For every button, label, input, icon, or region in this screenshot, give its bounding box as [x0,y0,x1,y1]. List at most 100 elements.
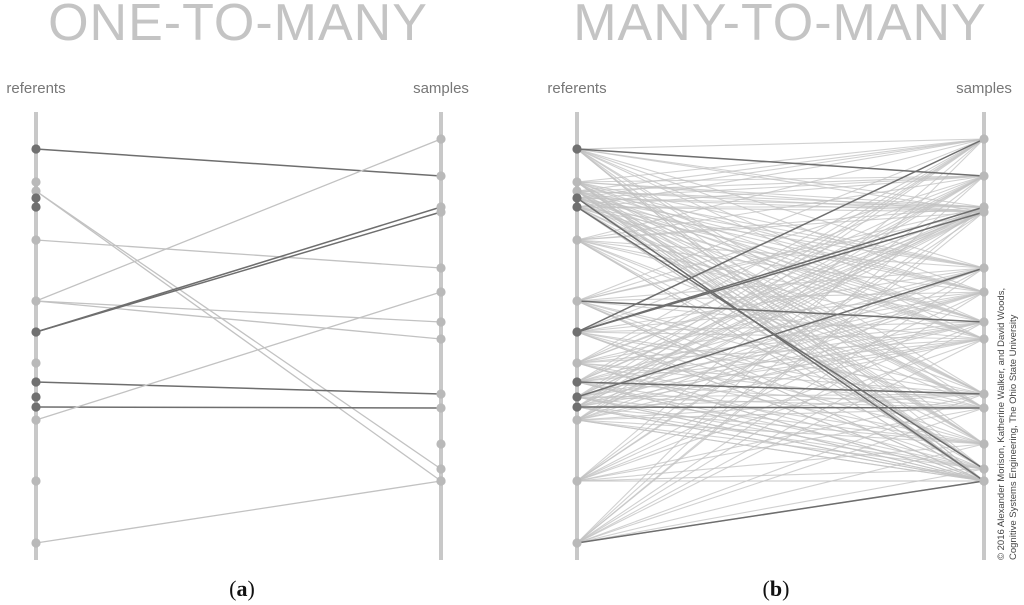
link-b-dark-0 [576,148,985,177]
referent-dot-b-10 [572,392,582,402]
link-b-4-0 [576,138,985,208]
link-b-6-8 [576,300,985,395]
link-b-11-8 [576,393,985,408]
link-b-5-8 [576,239,985,395]
link-b-dark-8 [576,480,985,544]
link-a-7 [35,206,442,333]
sample-dot-b-4 [979,263,989,273]
link-b-13-2 [576,206,985,482]
referent-dot-a-12 [31,415,41,425]
title-one-to-many: ONE-TO-MANY [48,0,428,52]
link-b-14-2 [576,206,985,544]
sample-dot-b-7 [979,334,989,344]
link-b-1-2 [576,181,985,208]
link-b-9-6 [576,321,985,383]
link-b-7-8 [576,331,985,395]
sample-dot-b-11 [979,464,989,474]
referent-dot-b-3 [572,193,582,203]
referent-dot-a-2 [31,186,41,196]
link-b-8-0 [576,138,985,364]
link-b-10-1 [576,175,985,398]
link-b-12-0 [576,138,985,421]
caption-a: (a) [229,576,255,601]
link-b-14-8 [576,393,985,544]
sample-dot-a-9 [436,403,446,413]
referent-dot-a-10 [31,392,41,402]
link-b-14-4 [576,267,985,544]
link-b-5-6 [576,239,985,323]
panel-b-links [576,138,985,544]
referent-dot-b-12 [572,415,582,425]
sample-dot-a-3 [436,207,446,217]
link-b-14-6 [576,321,985,544]
link-b-3-0 [576,138,985,199]
referent-dot-a-14 [31,538,41,548]
link-b-1-0 [576,138,985,183]
sample-dot-b-13 [979,476,989,486]
referent-dot-b-6 [572,296,582,306]
link-a-0 [35,148,442,177]
sample-dot-a-8 [436,389,446,399]
link-b-13-0 [576,138,985,482]
link-b-13-9 [576,407,985,482]
link-b-14-5 [576,291,985,544]
link-b-8-2 [576,206,985,364]
referent-dot-a-7 [31,327,41,337]
link-b-6-7 [576,300,985,340]
referent-dot-b-4 [572,202,582,212]
link-b-5-9 [576,239,985,409]
link-b-5-7 [576,239,985,340]
link-b-dark-4 [576,211,985,333]
link-b-3-5 [576,197,985,293]
link-b-3-2 [576,197,985,208]
credit-block: © 2016 Alexander Morison, Katherine Walk… [996,288,1019,560]
referent-dot-b-11 [572,402,582,412]
link-b-6-0 [576,138,985,302]
sample-dot-a-5 [436,287,446,297]
link-b-11-10 [576,406,985,445]
referent-dot-b-9 [572,377,582,387]
sample-dot-b-1 [979,171,989,181]
referent-dot-b-14 [572,538,582,548]
link-b-11-1 [576,175,985,408]
link-b-13-5 [576,291,985,482]
title-many-to-many: MANY-TO-MANY [573,0,987,52]
sample-dot-b-9 [979,403,989,413]
link-b-2-4 [576,190,985,269]
link-b-13-10 [576,443,985,482]
link-b-14-3 [576,211,985,544]
sample-dot-a-1 [436,171,446,181]
referent-dot-b-5 [572,235,582,245]
link-b-11-5 [576,291,985,408]
sample-dot-b-8 [979,389,989,399]
link-b-14-1 [576,175,985,544]
sample-dot-b-6 [979,317,989,327]
link-b-1-1 [576,175,985,183]
label-samples-b: samples [956,80,1012,97]
link-a-2 [35,190,442,470]
referent-dot-a-6 [31,296,41,306]
link-b-14-9 [576,407,985,544]
link-b-10-2 [576,206,985,398]
link-b-9-0 [576,138,985,383]
referent-dot-a-3 [31,193,41,203]
referent-dot-a-0 [31,144,41,154]
link-b-2-11 [576,190,985,470]
link-b-13-6 [576,321,985,482]
link-b-14-0 [576,138,985,544]
link-a-9 [35,381,442,395]
link-b-5-1 [576,175,985,241]
label-samples-a: samples [413,80,469,97]
link-b-dark-9 [576,300,985,323]
referent-dot-a-1 [31,177,41,187]
dots [31,134,989,548]
link-b-4-4 [576,206,985,269]
credit-line-1: © 2016 Alexander Morison, Katherine Walk… [996,288,1007,560]
referent-dot-b-1 [572,177,582,187]
link-b-10-8 [576,393,985,398]
link-b-8-7 [576,338,985,364]
sample-dot-a-0 [436,134,446,144]
referent-dot-a-5 [31,235,41,245]
link-b-4-6 [576,206,985,323]
